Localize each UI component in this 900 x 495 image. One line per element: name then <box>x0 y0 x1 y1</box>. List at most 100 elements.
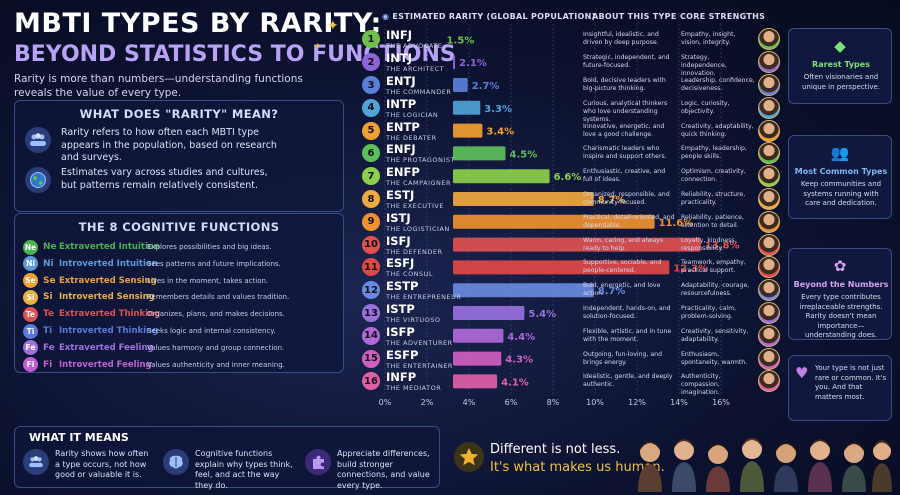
type-name: THE DEBATER <box>386 133 437 142</box>
type-name: THE COMMANDER <box>386 88 452 96</box>
bar <box>453 146 506 161</box>
function-row: Fi Fi Introverted Feeling Values authentici… <box>23 356 339 374</box>
rank-badge: 10 <box>362 235 380 254</box>
x-tick-label: 6% <box>505 398 518 407</box>
bar-value-label: 4.1% <box>501 377 529 388</box>
type-about: Independent, hands-on, and solution-focu… <box>583 305 671 320</box>
type-code: INTJ <box>386 51 413 66</box>
avatar <box>758 28 780 51</box>
footer-heading: WHAT IT MEANS <box>29 431 129 444</box>
type-about: Bold, decisive leaders with big-picture … <box>583 77 666 92</box>
type-strengths: Reliability, patience, attention to deta… <box>681 213 744 229</box>
bar-value-label: 13.8% <box>705 241 740 252</box>
type-about: Curious, analytical thinkers who love un… <box>583 99 668 123</box>
type-about: Flexible, artistic, and in tune with the… <box>583 327 672 343</box>
type-about: Enthusiastic, creative, and full of idea… <box>583 168 666 184</box>
avatar <box>758 279 780 302</box>
avatar <box>758 324 780 347</box>
type-about: Practical, detail-oriented, and dependab… <box>583 213 675 229</box>
type-about: Innovative, energetic, and love a good c… <box>583 122 665 138</box>
rank-badge: 14 <box>362 326 380 345</box>
type-name: THE ENTERTAINER <box>386 361 453 370</box>
bar <box>453 237 701 252</box>
puzzle-icon <box>305 449 331 475</box>
avatar <box>758 188 780 210</box>
type-about: Supportive, sociable, and people-centere… <box>583 259 662 275</box>
heart-icon: ♥ <box>795 364 809 382</box>
type-about: Charismatic leaders who inspire and supp… <box>583 145 667 161</box>
type-strengths: Creativity, adaptability, quick thinking… <box>681 122 754 138</box>
type-code: INTP <box>386 96 417 111</box>
bar <box>453 214 655 229</box>
avatar <box>758 51 780 74</box>
bar <box>453 306 525 320</box>
x-tick-label: 0% <box>379 398 392 407</box>
x-tick-label: 16% <box>712 398 730 407</box>
chart-header-about: ABOUT THIS TYPE <box>592 12 677 21</box>
function-name: Introverted Feeling <box>59 359 152 370</box>
rarity-item-text: Rarity refers to how often each MBTI typ… <box>61 127 277 163</box>
function-badge: Se <box>23 273 38 289</box>
type-code: ESTP <box>386 279 419 294</box>
type-about: Idealistic, gentle, and deeply authentic… <box>583 373 673 389</box>
bar-value-label: 1.5% <box>447 35 475 46</box>
avatar <box>758 165 780 188</box>
function-description: Seeks logic and internal consistency. <box>147 327 276 335</box>
card-text: Keep communities and systems running wit… <box>800 180 882 207</box>
rarity-definition-panel: WHAT DOES "RARITY" MEAN? Rarity refers t… <box>14 100 344 212</box>
bar <box>453 123 483 138</box>
function-name: Introverted Sensing <box>59 292 155 303</box>
function-code: Ni <box>43 258 54 269</box>
function-name: Extraverted Thinking <box>59 309 161 320</box>
function-row: Si Si Introverted Sensing Remembers details… <box>23 288 339 306</box>
type-code: ISFJ <box>386 233 411 248</box>
rank-badge: 16 <box>362 372 380 391</box>
type-strengths: Enthusiasm, spontaneity, warmth. <box>681 350 748 366</box>
type-name: THE EXECUTIVE <box>386 202 444 210</box>
bar <box>453 328 504 343</box>
characters-illustration <box>638 438 892 492</box>
rarity-item: Estimates vary across studies and cultur… <box>25 167 335 193</box>
tagline-line-2: It's what makes us human. <box>490 460 665 475</box>
type-strengths: Empathy, leadership, people skills. <box>681 145 747 161</box>
rank-badge: 8 <box>362 190 380 208</box>
type-name: THE ADVOCATE <box>386 42 443 51</box>
function-code: Ti <box>43 326 53 336</box>
card-title: Beyond the Numbers <box>793 280 889 289</box>
avatar <box>758 96 780 119</box>
eye-icon: ◉ <box>382 12 393 21</box>
type-strengths: Authenticity, compassion, imagination. <box>681 373 721 397</box>
avatar <box>758 302 780 324</box>
type-about: Warm, caring, and always ready to help. <box>583 236 664 252</box>
avatar <box>758 142 780 165</box>
type-strengths: Optimism, creativity, connection. <box>681 168 746 184</box>
bar <box>453 374 498 389</box>
function-row: Se Se Extraverted Sensing Lives in the mome… <box>23 272 339 290</box>
type-name: THE MEDIATOR <box>386 384 442 393</box>
rank-badge: 13 <box>362 304 380 322</box>
footer-item-text: Cognitive functions explain why types th… <box>195 449 293 490</box>
type-strengths: Leadership, confidence, decisiveness. <box>681 77 755 92</box>
bar <box>453 283 594 298</box>
bar-value-label: 4.4% <box>507 332 535 343</box>
type-about: Strategic, independent, and future-focus… <box>583 54 670 70</box>
x-tick-label: 14% <box>670 398 688 407</box>
type-name: THE ARCHITECT <box>386 65 445 74</box>
type-strengths: Reliability, structure, practicality. <box>681 191 746 206</box>
function-name: Introverted Thinking <box>59 326 159 336</box>
function-description: Organizes, plans, and makes decisions. <box>147 310 285 319</box>
people-icon <box>25 127 51 153</box>
rank-badge: 1 <box>362 30 380 49</box>
rarity-bar-chart: 0% 2% 4% 6% 8% 10% 12% 14% 16% 1.5% 2.1% 2.7% 3.3% 3.… <box>379 24 740 407</box>
type-strengths: Loyalty, kindness, responsibility. <box>681 236 737 252</box>
rank-badge: 5 <box>362 121 380 140</box>
type-strengths: Creativity, sensitivity, adaptability. <box>681 327 749 343</box>
type-name: THE PROTAGONIST <box>386 156 455 165</box>
rank-badge: 12 <box>362 281 380 300</box>
function-row: Fe Fe Extraverted Feeling Values harmony an… <box>23 339 339 357</box>
function-badge: Ne <box>23 239 38 255</box>
avatar <box>758 119 780 142</box>
function-name: Extraverted Sensing <box>59 275 157 286</box>
avatar <box>758 74 780 96</box>
avatar <box>758 210 780 233</box>
